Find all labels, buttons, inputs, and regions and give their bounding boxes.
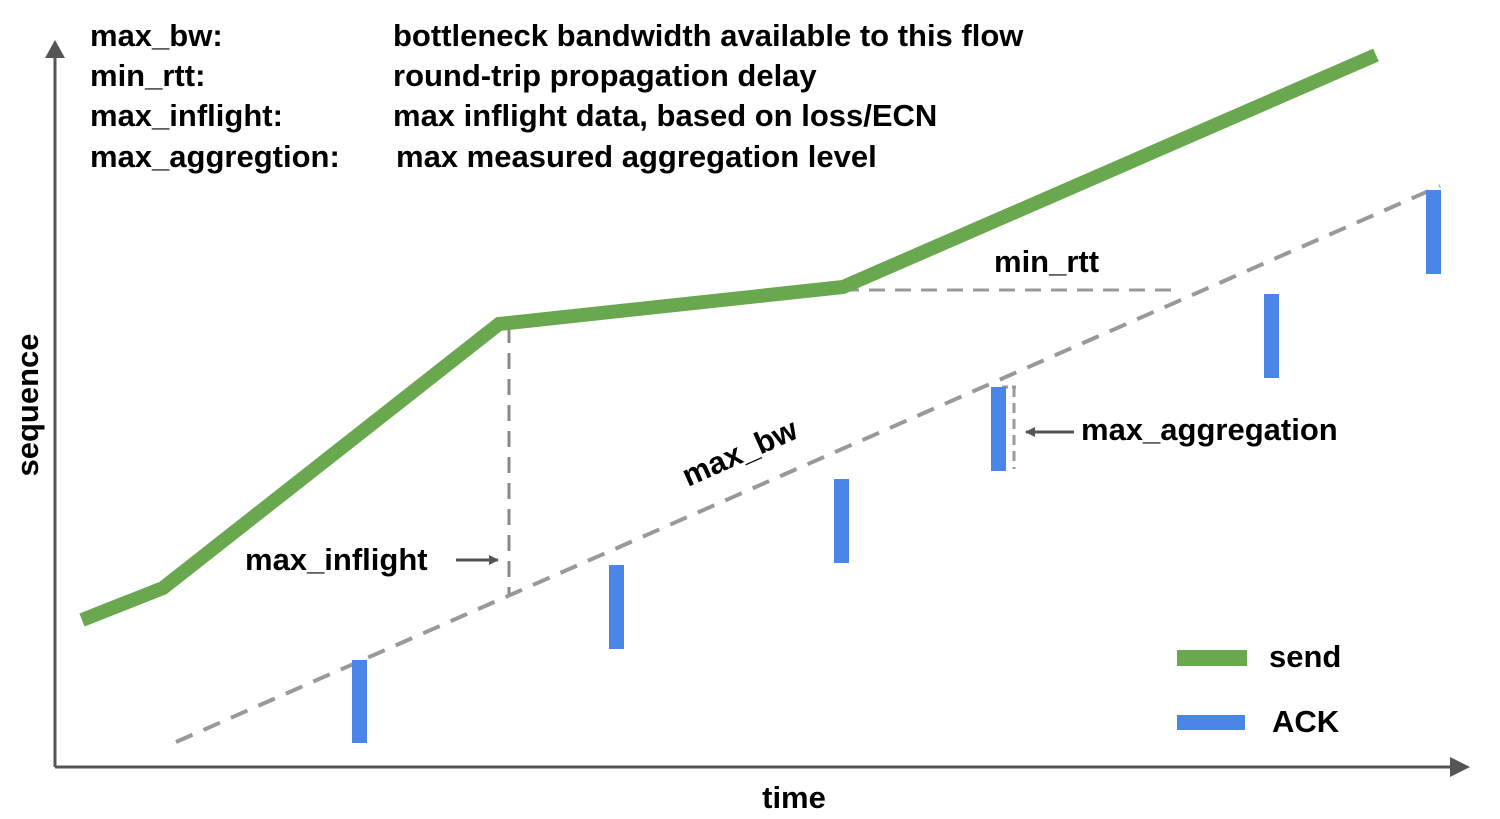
ack-bar	[1264, 294, 1279, 378]
min-rtt-label: min_rtt	[994, 244, 1099, 279]
max-inflight-label: max_inflight	[245, 542, 428, 577]
definition-term-max-inflight: max_inflight:	[90, 98, 283, 133]
definition-desc-max-bw: bottleneck bandwidth available to this f…	[393, 18, 1024, 53]
y-axis-arrowhead	[45, 40, 65, 58]
ack-bar	[834, 479, 849, 563]
definition-desc-max-inflight: max inflight data, based on loss/ECN	[393, 98, 937, 133]
ack-bar	[1426, 190, 1441, 274]
definition-term-max-aggregation: max_aggregtion:	[90, 139, 340, 174]
legend-send-swatch	[1177, 650, 1247, 666]
x-axis-arrowhead	[1450, 757, 1470, 777]
max-bw-label: max_bw	[677, 411, 804, 493]
send-line	[79, 48, 1379, 627]
x-axis-label: time	[762, 780, 826, 815]
legend-ack-label: ACK	[1272, 704, 1340, 739]
max-aggregation-label: max_aggregation	[1081, 412, 1338, 447]
definition-desc-min-rtt: round-trip propagation delay	[393, 58, 817, 93]
ack-bar	[352, 660, 367, 743]
definition-term-max-bw: max_bw:	[90, 18, 223, 53]
legend-ack-swatch	[1177, 715, 1245, 730]
definition-term-min-rtt: min_rtt:	[90, 58, 205, 93]
y-axis-label: sequence	[10, 333, 45, 476]
ack-bar	[991, 387, 1006, 471]
definition-desc-max-aggregation: max measured aggregation level	[396, 139, 877, 174]
legend-send-label: send	[1269, 639, 1341, 674]
max-bw-dashed-line	[175, 184, 1441, 744]
ack-bar	[609, 565, 624, 649]
